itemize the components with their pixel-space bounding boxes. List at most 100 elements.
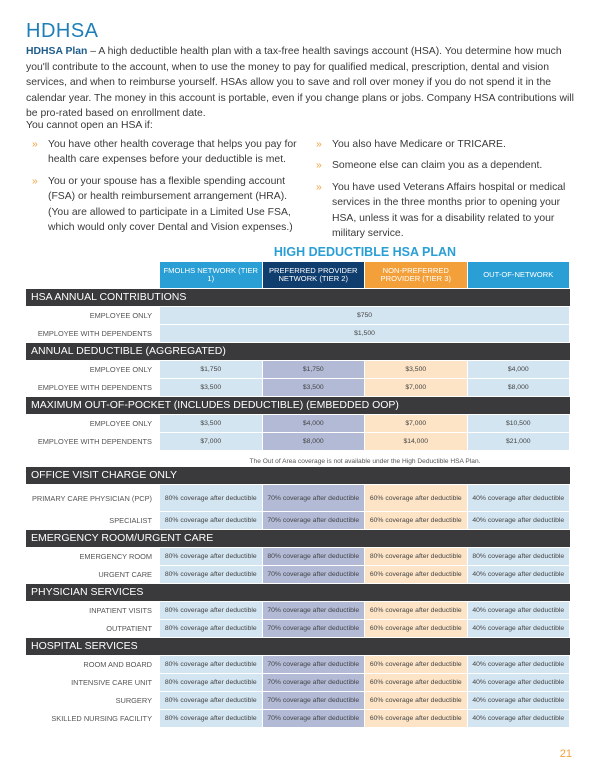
table-cell: 80% coverage after deductible xyxy=(160,656,262,673)
table-row: EMPLOYEE WITH DEPENDENTS $1,500 xyxy=(26,325,570,342)
table-row: INPATIENT VISITS 80% coverage after deduc… xyxy=(26,602,570,619)
row-label: EMPLOYEE ONLY xyxy=(89,419,152,428)
table-cell: 60% coverage after deductible xyxy=(365,692,467,709)
table-row: EMPLOYEE WITH DEPENDENTS $3,500 $3,500 $7,0… xyxy=(26,379,570,396)
row-label: SKILLED NURSING FACILITY xyxy=(51,714,152,723)
row-label: INPATIENT VISITS xyxy=(89,606,152,615)
row-label: EMPLOYEE WITH DEPENDENTS xyxy=(37,329,152,338)
row-label: EMPLOYEE ONLY xyxy=(89,311,152,320)
table-cell: $7,000 xyxy=(160,433,262,450)
table-cell: $3,500 xyxy=(160,415,262,432)
table-row: ROOM AND BOARD 80% coverage after deducti… xyxy=(26,656,570,673)
section-header: EMERGENCY ROOM/URGENT CARE xyxy=(26,530,570,547)
section-header: PHYSICIAN SERVICES xyxy=(26,584,570,601)
table-cell: 80% coverage after deductible xyxy=(160,692,262,709)
section-header: MAXIMUM OUT-OF-POCKET (INCLUDES DEDUCTIB… xyxy=(26,397,570,414)
table-row: EMPLOYEE ONLY $750 xyxy=(26,307,570,324)
bullet-list-left: You have other health coverage that help… xyxy=(32,137,302,241)
table-cell: $7,000 xyxy=(365,415,467,432)
row-label: URGENT CARE xyxy=(98,570,152,579)
table-cell: $3,500 xyxy=(160,379,262,396)
table-cell: 80% coverage after deductible xyxy=(467,548,569,565)
page-title: HDHSA xyxy=(26,20,99,42)
column-header-tier1: FMOLHS NETWORK (TIER 1) xyxy=(160,262,262,288)
table-cell: 70% coverage after deductible xyxy=(262,602,364,619)
bullet-item: You or your spouse has a flexible spendi… xyxy=(32,174,302,236)
table-cell: $3,500 xyxy=(262,379,364,396)
bullet-item: You also have Medicare or TRICARE. xyxy=(316,137,578,153)
row-label: INTENSIVE CARE UNIT xyxy=(71,678,152,687)
bullet-item: You have other health coverage that help… xyxy=(32,137,302,168)
table-cell: 80% coverage after deductible xyxy=(365,548,467,565)
table-cell: $3,500 xyxy=(365,361,467,378)
intro-paragraph: HDHSA Plan – A high deductible health pl… xyxy=(26,44,574,122)
table-cell: 70% coverage after deductible xyxy=(262,656,364,673)
row-label: EMPLOYEE WITH DEPENDENTS xyxy=(37,437,152,446)
intro-text: – A high deductible health plan with a t… xyxy=(26,46,574,120)
table-body: HSA ANNUAL CONTRIBUTIONS EMPLOYEE ONLY $75… xyxy=(26,289,570,727)
bullet-list-right: You also have Medicare or TRICARE. Someon… xyxy=(316,137,578,247)
table-row: EMPLOYEE ONLY $3,500 $4,000 $7,000 $10,500 xyxy=(26,415,570,432)
table-cell: 80% coverage after deductible xyxy=(160,548,262,565)
table-cell: 60% coverage after deductible xyxy=(365,485,467,511)
table-row: EMPLOYEE WITH DEPENDENTS $7,000 $8,000 $14,… xyxy=(26,433,570,450)
table-cell: 80% coverage after deductible xyxy=(160,710,262,727)
table-cell: 40% coverage after deductible xyxy=(467,656,569,673)
table-row: SKILLED NURSING FACILITY 80% coverage aft… xyxy=(26,710,570,727)
table-cell: 70% coverage after deductible xyxy=(262,710,364,727)
table-cell: 80% coverage after deductible xyxy=(160,620,262,637)
table-header: FMOLHS NETWORK (TIER 1) PREFERRED PROVID… xyxy=(160,262,570,288)
table-cell: 40% coverage after deductible xyxy=(467,710,569,727)
cannot-open-heading: You cannot open an HSA if: xyxy=(26,120,153,131)
table-cell: $14,000 xyxy=(365,433,467,450)
intro-lead: HDHSA Plan xyxy=(26,46,88,57)
table-cell: 60% coverage after deductible xyxy=(365,674,467,691)
table-cell: 40% coverage after deductible xyxy=(467,512,569,529)
row-label: SPECIALIST xyxy=(109,516,152,525)
table-row: URGENT CARE 80% coverage after deductible… xyxy=(26,566,570,583)
table-cell: 60% coverage after deductible xyxy=(365,710,467,727)
table-cell: $1,750 xyxy=(262,361,364,378)
table-cell: 40% coverage after deductible xyxy=(467,620,569,637)
table-row: PRIMARY CARE PHYSICIAN (PCP) 80% coverage… xyxy=(26,485,570,511)
benefits-table: FMOLHS NETWORK (TIER 1) PREFERRED PROVID… xyxy=(26,262,570,727)
table-cell: 60% coverage after deductible xyxy=(365,512,467,529)
table-cell: 40% coverage after deductible xyxy=(467,485,569,511)
table-row: OUTPATIENT 80% coverage after deductible 7… xyxy=(26,620,570,637)
table-cell: 80% coverage after deductible xyxy=(160,674,262,691)
row-label: OUTPATIENT xyxy=(106,624,152,633)
table-note: The Out of Area coverage is not availabl… xyxy=(249,458,481,465)
table-cell: 70% coverage after deductible xyxy=(262,512,364,529)
table-cell: 60% coverage after deductible xyxy=(365,602,467,619)
table-cell: 60% coverage after deductible xyxy=(365,656,467,673)
table-cell: 70% coverage after deductible xyxy=(262,566,364,583)
plan-title: HIGH DEDUCTIBLE HSA PLAN xyxy=(273,245,457,259)
row-label: EMERGENCY ROOM xyxy=(79,552,152,561)
section-header: ANNUAL DEDUCTIBLE (AGGREGATED) xyxy=(26,343,570,360)
table-row: INTENSIVE CARE UNIT 80% coverage after de… xyxy=(26,674,570,691)
table-cell: 70% coverage after deductible xyxy=(262,485,364,511)
table-cell: $8,000 xyxy=(262,433,364,450)
page-number: 21 xyxy=(559,748,572,760)
table-cell: 40% coverage after deductible xyxy=(467,566,569,583)
table-cell: 40% coverage after deductible xyxy=(467,692,569,709)
column-header-tier3: NON-PREFERRED PROVIDER (TIER 3) xyxy=(365,262,467,288)
table-cell: 70% coverage after deductible xyxy=(262,692,364,709)
table-cell: 60% coverage after deductible xyxy=(365,620,467,637)
bullet-item: Someone else can claim you as a dependen… xyxy=(316,158,578,174)
table-cell: 80% coverage after deductible xyxy=(160,512,262,529)
table-cell: 40% coverage after deductible xyxy=(467,674,569,691)
table-row: EMERGENCY ROOM 80% coverage after deducti… xyxy=(26,548,570,565)
table-cell: $7,000 xyxy=(365,379,467,396)
table-cell: $4,000 xyxy=(467,361,569,378)
table-row: EMPLOYEE ONLY $1,750 $1,750 $3,500 $4,000 xyxy=(26,361,570,378)
table-cell: 80% coverage after deductible xyxy=(160,602,262,619)
table-cell: 80% coverage after deductible xyxy=(160,485,262,511)
table-cell: $1,750 xyxy=(160,361,262,378)
row-label: PRIMARY CARE PHYSICIAN (PCP) xyxy=(31,493,152,503)
table-cell: $8,000 xyxy=(467,379,569,396)
table-cell: $4,000 xyxy=(262,415,364,432)
table-cell: 80% coverage after deductible xyxy=(160,566,262,583)
table-cell: 70% coverage after deductible xyxy=(262,620,364,637)
column-header-tier2: PREFERRED PROVIDER NETWORK (TIER 2) xyxy=(262,262,364,288)
